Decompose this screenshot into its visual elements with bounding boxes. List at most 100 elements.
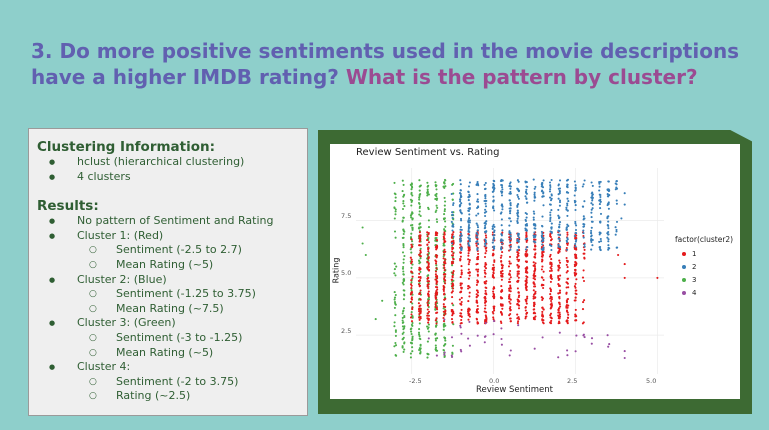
scatter-point-cluster-1	[550, 277, 553, 280]
scatter-point-cluster-3	[402, 307, 406, 310]
scatter-point-cluster-4	[557, 356, 560, 359]
scatter-point-cluster-1	[450, 236, 453, 239]
scatter-point-cluster-1	[500, 312, 503, 315]
scatter-point-cluster-1	[417, 283, 421, 286]
scatter-point-cluster-1	[517, 266, 520, 269]
scatter-point-cluster-3	[393, 291, 396, 294]
scatter-point-cluster-1	[548, 269, 552, 273]
legend-dot-purple	[682, 291, 686, 295]
scatter-point-cluster-1	[534, 253, 537, 256]
cluster-3-sentiment: Sentiment (-3 to -1.25)	[37, 331, 299, 346]
scatter-point-cluster-1	[501, 272, 504, 275]
scatter-point-cluster-1	[508, 314, 511, 317]
scatter-point-cluster-1	[418, 244, 421, 247]
scatter-point-cluster-3	[394, 330, 397, 333]
scatter-point-cluster-2	[532, 178, 535, 181]
scatter-point-cluster-2	[532, 234, 535, 237]
scatter-point-cluster-2	[517, 190, 520, 193]
scatter-point-cluster-2	[501, 179, 504, 182]
scatter-point-cluster-2	[476, 248, 479, 251]
scatter-point-cluster-3	[402, 283, 405, 286]
scatter-point-cluster-1	[656, 276, 659, 279]
scatter-point-cluster-3	[393, 262, 396, 265]
scatter-point-cluster-2	[476, 236, 479, 239]
scatter-point-cluster-1	[517, 254, 520, 257]
scatter-point-cluster-2	[583, 200, 586, 203]
scatter-point-cluster-2	[518, 236, 521, 239]
scatter-point-cluster-1	[574, 299, 577, 302]
scatter-point-cluster-1	[549, 297, 552, 300]
scatter-point-cluster-2	[591, 207, 594, 210]
scatter-point-cluster-1	[573, 285, 576, 288]
scatter-point-cluster-2	[484, 195, 487, 198]
scatter-point-cluster-3	[394, 208, 397, 211]
scatter-point-cluster-2	[533, 193, 536, 196]
scatter-point-cluster-2	[532, 218, 535, 221]
scatter-point-cluster-1	[492, 295, 495, 298]
scatter-point-cluster-1	[426, 253, 429, 256]
scatter-point-cluster-1	[409, 316, 413, 319]
scatter-point-cluster-1	[526, 295, 529, 298]
scatter-point-cluster-3	[402, 279, 406, 282]
scatter-point-cluster-2	[533, 191, 536, 194]
scatter-point-cluster-1	[452, 261, 455, 265]
scatter-point-cluster-2	[565, 179, 569, 182]
scatter-point-cluster-2	[467, 199, 470, 202]
scatter-point-cluster-1	[452, 257, 455, 260]
scatter-point-cluster-3	[411, 194, 414, 197]
scatter-point-cluster-4	[450, 354, 453, 357]
scatter-point-cluster-1	[573, 265, 576, 268]
scatter-point-cluster-1	[435, 289, 438, 293]
x-axis-label: Review Sentiment	[476, 385, 553, 395]
scatter-point-cluster-1	[419, 307, 422, 310]
scatter-point-cluster-2	[476, 193, 479, 196]
scatter-point-cluster-1	[419, 254, 422, 257]
scatter-point-cluster-4	[468, 320, 471, 323]
scatter-point-cluster-1	[468, 295, 471, 298]
scatter-point-cluster-3	[394, 236, 397, 239]
scatter-point-cluster-2	[614, 233, 617, 236]
scatter-point-cluster-3	[427, 219, 430, 222]
scatter-point-cluster-2	[623, 203, 626, 206]
info-item-count: 4 clusters	[37, 170, 299, 185]
scatter-point-cluster-1	[574, 314, 577, 317]
scatter-point-cluster-1	[516, 274, 519, 278]
scatter-point-cluster-1	[526, 253, 529, 256]
scatter-point-cluster-1	[516, 287, 519, 290]
scatter-point-cluster-2	[549, 217, 552, 221]
scatter-point-cluster-2	[566, 236, 569, 240]
scatter-point-cluster-3	[402, 336, 405, 339]
scatter-point-cluster-3	[419, 338, 422, 341]
scatter-point-cluster-1	[540, 245, 543, 249]
scatter-point-cluster-1	[567, 286, 570, 289]
scatter-point-cluster-3	[393, 325, 396, 328]
scatter-point-cluster-2	[607, 240, 610, 243]
scatter-point-cluster-2	[491, 241, 494, 244]
scatter-point-cluster-3	[427, 323, 430, 326]
scatter-point-cluster-2	[468, 226, 471, 229]
scatter-point-cluster-2	[574, 186, 577, 189]
scatter-point-cluster-3	[434, 210, 437, 214]
scatter-point-cluster-1	[444, 279, 447, 282]
scatter-point-cluster-2	[533, 187, 536, 190]
scatter-point-cluster-3	[426, 274, 429, 278]
scatter-point-cluster-1	[458, 298, 461, 301]
scatter-point-cluster-2	[540, 230, 543, 233]
scatter-point-cluster-1	[491, 310, 494, 314]
scatter-point-cluster-1	[426, 317, 429, 320]
scatter-point-cluster-2	[541, 236, 544, 240]
scatter-point-cluster-3	[411, 346, 414, 349]
scatter-point-cluster-1	[565, 320, 568, 323]
scatter-point-cluster-1	[540, 268, 543, 271]
scatter-point-cluster-2	[467, 209, 471, 213]
scatter-point-cluster-1	[557, 301, 561, 304]
scatter-point-cluster-1	[524, 317, 527, 320]
scatter-point-cluster-3	[401, 267, 405, 270]
scatter-point-cluster-3	[402, 350, 405, 353]
scatter-point-cluster-1	[534, 285, 537, 288]
scatter-point-cluster-4	[590, 342, 593, 345]
cluster-3-rating: Mean Rating (~5)	[37, 346, 299, 361]
scatter-point-cluster-3	[402, 246, 405, 249]
scatter-point-cluster-2	[558, 237, 561, 240]
scatter-point-cluster-2	[468, 217, 471, 220]
